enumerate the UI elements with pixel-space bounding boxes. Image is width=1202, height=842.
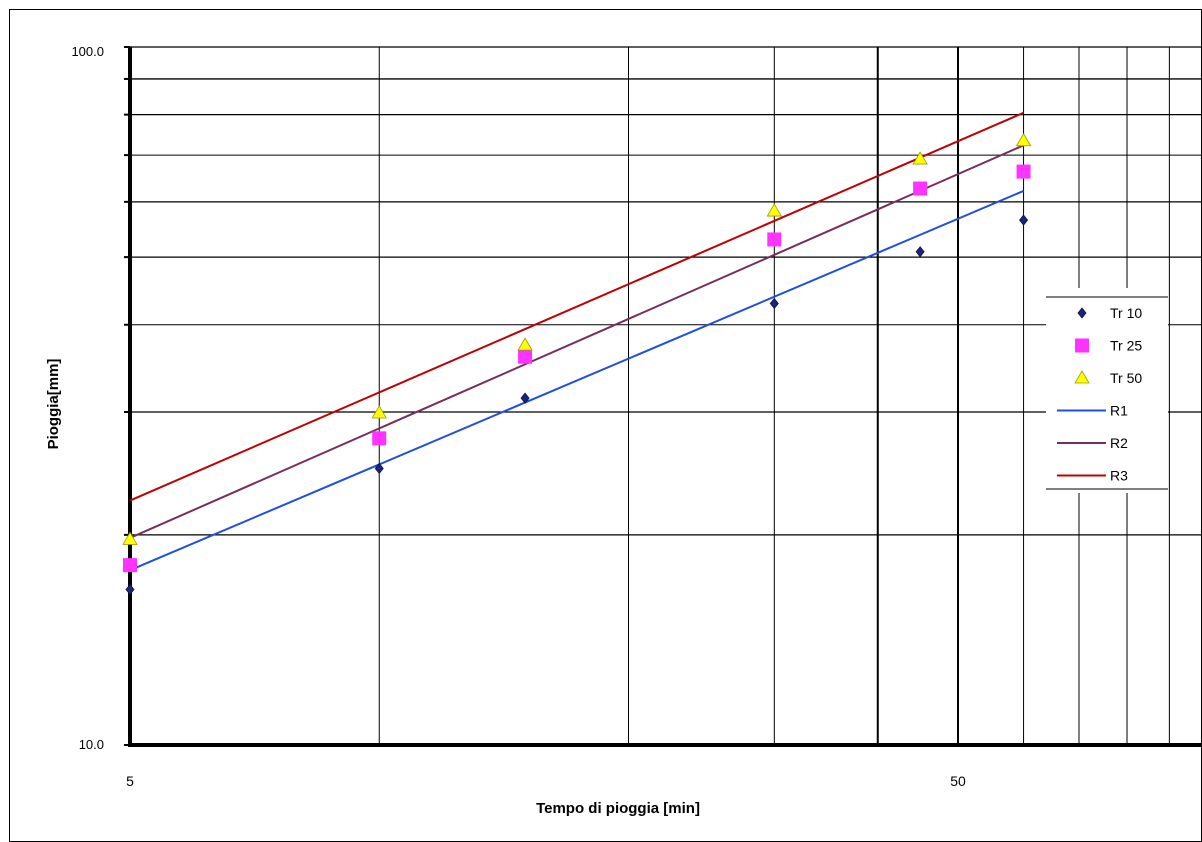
data-points bbox=[122, 132, 1032, 596]
data-point-tr-10 bbox=[915, 246, 925, 258]
legend-label-r2: R2 bbox=[1110, 435, 1128, 451]
data-point-tr-25 bbox=[1016, 164, 1031, 179]
data-point-tr-10 bbox=[1019, 214, 1029, 226]
regression-line-r1 bbox=[129, 190, 1024, 572]
data-point-tr-10 bbox=[374, 462, 384, 475]
data-point-tr-10 bbox=[520, 392, 530, 404]
data-point-tr-25 bbox=[913, 181, 928, 196]
data-point-tr-50 bbox=[766, 203, 783, 217]
data-point-tr-25 bbox=[767, 232, 782, 247]
data-point-tr-50 bbox=[122, 531, 138, 545]
y-axis-title: Pioggia[mm] bbox=[45, 359, 62, 450]
data-point-tr-50 bbox=[371, 405, 387, 419]
legend-items: Tr 10 Tr 25 Tr 50 R1 R2 R3 bbox=[1057, 305, 1142, 484]
legend-label-r1: R1 bbox=[1110, 403, 1128, 419]
legend-symbol-tr-10 bbox=[1077, 307, 1087, 319]
legend-symbol-tr-50 bbox=[1074, 370, 1090, 384]
legend-symbol-tr-25 bbox=[1075, 338, 1089, 353]
regression-line-r3 bbox=[129, 111, 1024, 502]
x-tick-label-5: 5 bbox=[126, 773, 134, 789]
legend: Tr 10 Tr 25 Tr 50 R1 R2 R3 bbox=[1046, 288, 1168, 493]
legend-label-r3: R3 bbox=[1110, 468, 1128, 484]
x-axis-title: Tempo di pioggia [min] bbox=[536, 800, 700, 817]
x-tick-label-50: 50 bbox=[950, 773, 966, 789]
data-point-tr-50 bbox=[517, 337, 533, 351]
regression-lines bbox=[129, 111, 1024, 572]
legend-box bbox=[1046, 288, 1168, 493]
legend-label-tr-50: Tr 50 bbox=[1110, 370, 1142, 386]
data-point-tr-50 bbox=[1015, 132, 1032, 147]
data-point-tr-10 bbox=[769, 297, 779, 310]
data-point-tr-10 bbox=[125, 583, 135, 596]
regression-line-r2 bbox=[129, 144, 1024, 539]
legend-label-tr-25: Tr 25 bbox=[1110, 338, 1142, 354]
data-point-tr-25 bbox=[372, 431, 387, 446]
legend-label-tr-10: Tr 10 bbox=[1110, 305, 1142, 321]
y-tick-label-bottom: 10.0 bbox=[79, 737, 104, 752]
y-tick-label-top: 100.0 bbox=[71, 44, 104, 59]
data-point-tr-25 bbox=[123, 558, 137, 573]
chart-border bbox=[9, 9, 1202, 842]
data-point-tr-25 bbox=[518, 349, 533, 364]
data-point-tr-50 bbox=[912, 151, 928, 165]
